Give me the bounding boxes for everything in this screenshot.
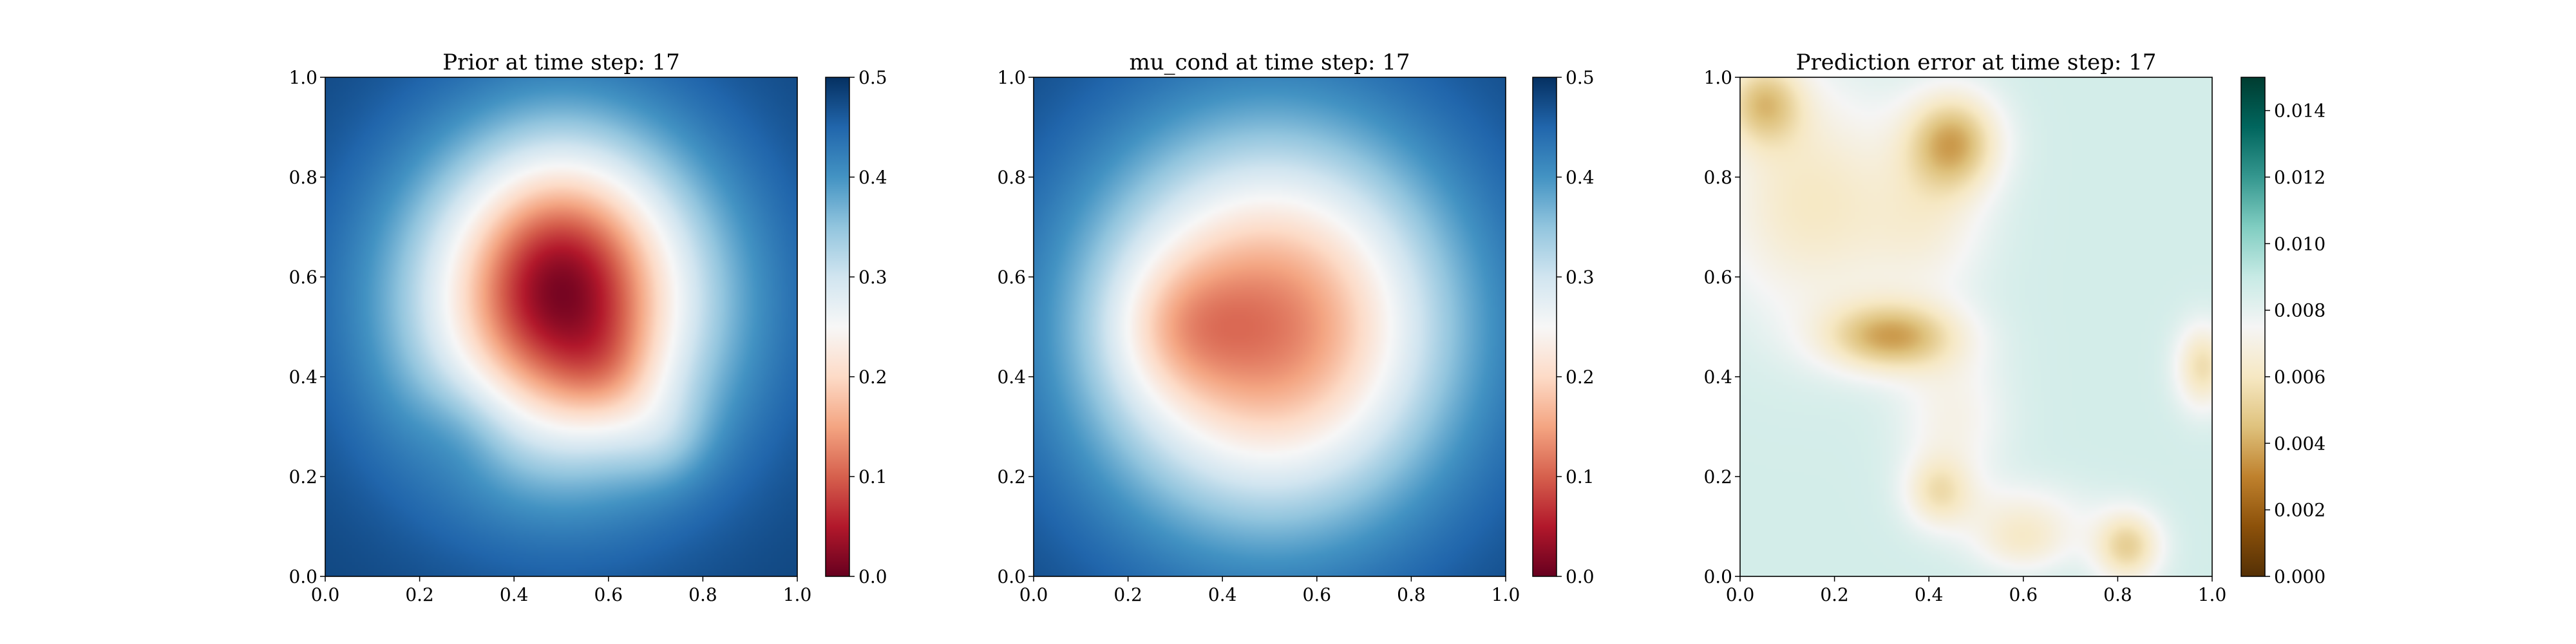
colorbar: 0.0 0.1 0.2 0.3 0.4 0.5 [825,67,887,587]
subplot-3: Prediction error at time step: 17 0.0 0.2 0… [1703,50,2325,605]
colorbar-tick-label: 0.2 [1566,366,1595,388]
subplot-title: Prediction error at time step: 17 [1796,50,2157,75]
heatmap-image [1740,77,2212,576]
colorbar-tick-label: 0.1 [858,466,887,488]
y-tick-label: 0.8 [289,167,317,188]
x-tick-label: 0.0 [1726,584,1755,605]
y-tick-label: 0.0 [289,566,317,587]
colorbar-tick-label: 0.0 [858,566,887,587]
x-tick-label: 0.4 [1208,584,1237,605]
colorbar-tick-label: 0.4 [858,167,887,188]
colorbar-tick-label: 0.002 [2274,500,2325,521]
y-tick-label: 0.6 [1703,267,1732,288]
x-tick-label: 0.0 [1019,584,1048,605]
subplot-title: mu_cond at time step: 17 [1129,50,1410,75]
colorbar-frame [2240,77,2266,577]
y-tick-label: 1.0 [1703,67,1732,88]
subplot-1: Prior at time step: 17 0.0 0.2 0.4 0.6 0.8 1.0… [289,50,887,605]
colorbar-tick-label: 0.4 [1566,167,1595,188]
colorbar-tick-label: 0.1 [1566,466,1595,488]
y-tick-label: 0.2 [1703,466,1732,488]
colorbar-gradient [1533,77,1557,576]
colorbar-frame [825,77,850,577]
subplot-title: Prior at time step: 17 [442,50,680,75]
x-tick-label: 1.0 [2198,584,2227,605]
y-tick-label: 0.2 [289,466,317,488]
y-tick-label: 0.8 [1703,167,1732,188]
colorbar-gradient [826,77,849,576]
x-tick-label: 0.2 [1820,584,1849,605]
y-tick-label: 0.0 [997,566,1026,587]
y-tick-label: 0.8 [997,167,1026,188]
colorbar-tick-label: 0.004 [2274,433,2325,454]
colorbar: 0.0 0.1 0.2 0.3 0.4 0.5 [1532,67,1595,587]
y-tick-label: 0.2 [997,466,1026,488]
colorbar-gradient [2241,77,2265,576]
axes-frame [325,77,798,577]
x-tick-label: 0.2 [405,584,434,605]
y-tick-label: 0.0 [1703,566,1732,587]
colorbar-tick-label: 0.0 [1566,566,1595,587]
colorbar-tick-label: 0.3 [1566,267,1595,288]
y-tick-label: 0.4 [1703,366,1732,388]
colorbar-tick-label: 0.5 [1566,67,1595,88]
x-tick-label: 0.8 [688,584,717,605]
x-tick-label: 0.6 [594,584,623,605]
x-tick-label: 0.0 [311,584,340,605]
colorbar-tick-label: 0.000 [2274,566,2325,587]
y-tick-label: 0.6 [997,267,1026,288]
colorbar-tick-label: 0.2 [858,366,887,388]
y-tick-label: 0.4 [289,366,317,388]
x-tick-label: 0.8 [1397,584,1426,605]
colorbar-tick-label: 0.006 [2274,366,2325,388]
heatmap-image [1034,77,1506,576]
x-tick-label: 1.0 [783,584,812,605]
colorbar-tick-label: 0.010 [2274,233,2325,254]
heatmap-image [325,77,797,576]
colorbar-frame [1532,77,1557,577]
y-tick-label: 1.0 [289,67,317,88]
axes-frame [1739,77,2213,577]
x-tick-label: 0.2 [1113,584,1142,605]
colorbar-tick-label: 0.014 [2274,100,2325,122]
x-tick-label: 1.0 [1492,584,1520,605]
x-tick-label: 0.8 [2103,584,2132,605]
colorbar-tick-label: 0.012 [2274,167,2325,188]
x-tick-label: 0.6 [1303,584,1332,605]
colorbar-tick-label: 0.3 [858,267,887,288]
y-tick-label: 0.4 [997,366,1026,388]
colorbar: 0.000 0.002 0.004 0.006 0.008 0.010 0.012 0.014 [2240,77,2325,587]
y-tick-label: 1.0 [997,67,1026,88]
subplot-2: mu_cond at time step: 17 0.0 0.2 0.4 0.6 0.8 1… [997,50,1594,605]
colorbar-tick-label: 0.008 [2274,300,2325,321]
colorbar-tick-label: 0.5 [858,67,887,88]
x-tick-label: 0.6 [2009,584,2038,605]
y-tick-label: 0.6 [289,267,317,288]
x-tick-label: 0.4 [500,584,529,605]
x-tick-label: 0.4 [1915,584,1944,605]
axes-frame [1033,77,1506,577]
